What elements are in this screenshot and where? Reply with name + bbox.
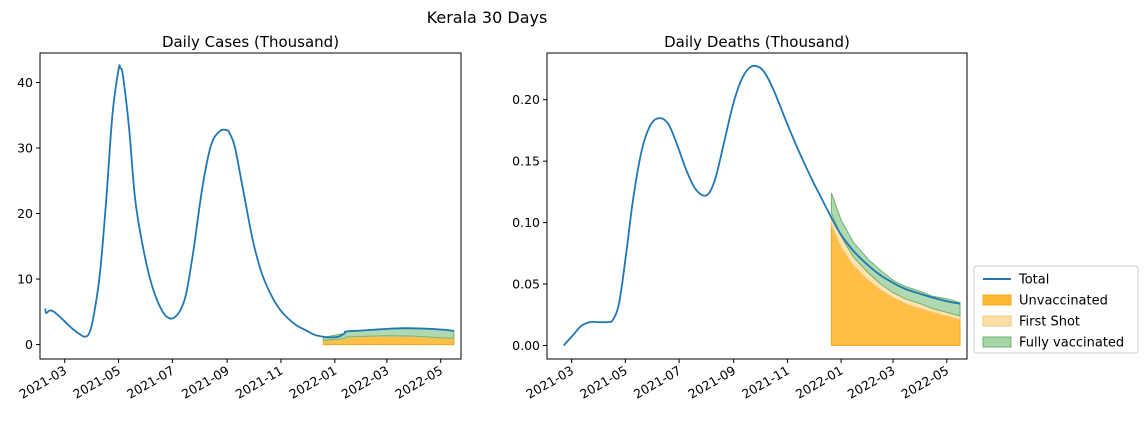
x-tick-label: 2022-03	[339, 363, 392, 402]
x-tick-label: 2021-11	[739, 363, 792, 402]
x-tick-label: 2022-01	[793, 363, 846, 402]
x-tick-label: 2021-03	[523, 363, 576, 402]
legend-entry-label: Total	[1018, 273, 1049, 288]
x-tick-label: 2022-03	[845, 363, 898, 402]
axes-title: Daily Deaths (Thousand)	[664, 33, 850, 51]
x-tick-label: 2021-11	[233, 363, 286, 402]
x-tick-label: 2021-03	[16, 363, 69, 402]
x-tick-label: 2021-05	[70, 363, 123, 402]
x-tick-label: 2022-05	[899, 363, 952, 402]
y-tick-label: 0.20	[512, 92, 540, 107]
y-tick-label: 0.10	[512, 215, 540, 230]
y-tick-label: 20	[17, 206, 33, 221]
deaths-panel: Daily Deaths (Thousand) 0.00 0.05 0.10 0.15 0…	[512, 33, 968, 402]
y-tick-label: 10	[17, 272, 33, 287]
series-line-total	[563, 64, 961, 347]
legend-entry-label: Unvaccinated	[1019, 294, 1108, 309]
legend-box	[973, 265, 1139, 354]
y-tick-label: 30	[17, 141, 33, 156]
series-line-total	[44, 64, 454, 339]
x-tick-label: 2022-05	[392, 363, 445, 402]
y-tick-label: 0.05	[512, 277, 540, 292]
legend-swatch-area	[982, 294, 1012, 306]
y-tick-label: 0	[25, 337, 33, 352]
figure-suptitle: Kerala 30 Days	[427, 8, 548, 27]
x-tick-label: 2021-07	[124, 363, 177, 402]
legend-entry-label: Fully vaccinated	[1019, 336, 1124, 351]
axes-frame	[39, 52, 462, 360]
legend-swatch-area	[982, 336, 1012, 348]
axes-title: Daily Cases (Thousand)	[162, 33, 339, 51]
axes-frame	[546, 52, 968, 360]
x-tick-label: 2021-07	[631, 363, 684, 402]
y-tick-label: 0.00	[512, 338, 540, 353]
x-tick-label: 2021-09	[685, 363, 738, 402]
legend-swatch-area	[982, 315, 1012, 327]
legend-entry-label: First Shot	[1019, 315, 1080, 330]
x-tick-label: 2021-09	[179, 363, 232, 402]
x-tick-label: 2021-05	[577, 363, 630, 402]
legend: Total Unvaccinated First Shot Fully vaccina…	[973, 265, 1139, 354]
y-tick-label: 40	[17, 75, 33, 90]
x-tick-label: 2022-01	[287, 363, 340, 402]
y-tick-label: 0.15	[512, 154, 540, 169]
